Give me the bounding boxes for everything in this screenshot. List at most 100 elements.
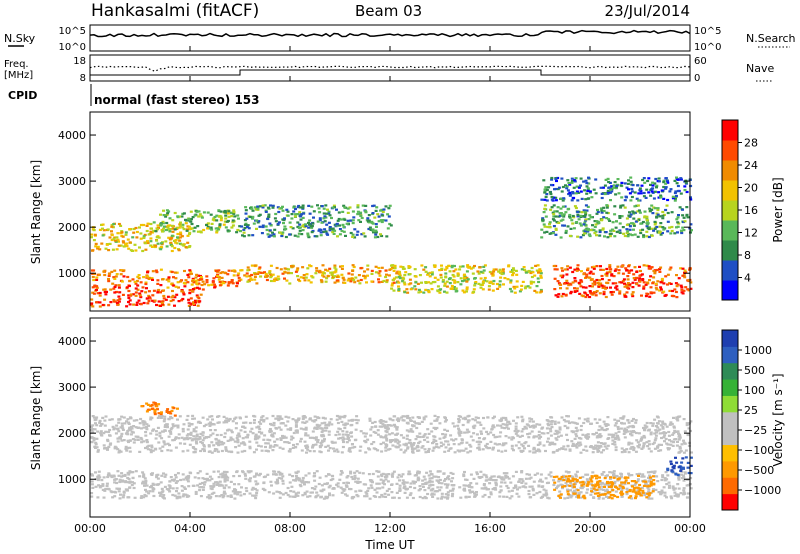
range-cell xyxy=(162,294,166,298)
range-cell xyxy=(324,475,328,478)
range-cell xyxy=(669,495,673,498)
range-cell xyxy=(555,220,559,224)
range-cell xyxy=(656,426,660,429)
range-cell xyxy=(155,239,159,242)
range-cell xyxy=(113,291,117,294)
range-cell xyxy=(357,274,361,277)
range-cell xyxy=(194,490,198,494)
range-cell xyxy=(128,439,132,442)
range-cell xyxy=(659,424,663,427)
range-cell xyxy=(167,276,171,279)
range-cell xyxy=(156,477,160,480)
range-cell xyxy=(636,235,640,238)
range-cell xyxy=(566,420,570,423)
range-cell xyxy=(429,489,433,492)
range-cell xyxy=(645,215,649,218)
range-cell xyxy=(120,424,124,427)
range-cell xyxy=(574,475,578,478)
range-cell xyxy=(402,486,406,490)
range-cell xyxy=(115,487,119,490)
range-cell xyxy=(319,427,323,430)
range-cell xyxy=(487,285,491,288)
range-cell xyxy=(550,198,554,201)
range-cell xyxy=(465,290,468,293)
range-cell xyxy=(645,292,649,295)
range-cell xyxy=(665,496,668,499)
range-cell xyxy=(176,480,179,483)
range-cell xyxy=(254,433,258,436)
range-cell xyxy=(90,304,93,307)
range-cell xyxy=(230,279,234,282)
range-cell xyxy=(505,484,509,488)
range-cell xyxy=(669,423,673,426)
range-cell xyxy=(233,417,237,420)
range-cell xyxy=(151,482,155,485)
range-cell xyxy=(629,433,632,436)
range-cell xyxy=(212,482,216,485)
range-cell xyxy=(620,495,624,498)
range-cell xyxy=(484,479,488,482)
range-cell xyxy=(352,265,356,269)
range-cell xyxy=(232,212,236,215)
range-cell xyxy=(442,443,446,446)
range-cell xyxy=(612,474,615,477)
range-cell xyxy=(668,190,672,193)
range-cell xyxy=(145,224,149,227)
range-cell xyxy=(161,445,165,448)
range-cell xyxy=(167,303,171,306)
range-cell xyxy=(142,301,146,305)
range-cell xyxy=(610,274,614,277)
range-cell xyxy=(597,221,601,225)
range-cell xyxy=(112,223,116,226)
range-cell xyxy=(620,281,624,284)
range-cell xyxy=(669,266,673,269)
range-cell xyxy=(212,277,216,280)
range-cell xyxy=(589,476,592,480)
range-cell xyxy=(181,427,185,431)
range-cell xyxy=(464,418,468,421)
range-cell xyxy=(240,450,244,453)
range-cell xyxy=(606,189,610,192)
range-cell xyxy=(627,451,631,454)
range-cell xyxy=(549,208,553,211)
range-cell xyxy=(345,222,349,225)
range-cell xyxy=(212,491,216,494)
range-cell xyxy=(504,449,508,452)
range-cell xyxy=(313,235,317,238)
range-cell xyxy=(553,422,557,425)
range-cell xyxy=(130,483,134,487)
range-cell xyxy=(561,205,565,208)
range-cell xyxy=(292,490,296,493)
range-cell xyxy=(537,271,540,274)
range-cell xyxy=(549,475,553,478)
range-cell xyxy=(263,434,267,437)
range-cell xyxy=(274,481,278,484)
range-cell xyxy=(161,222,165,225)
range-cell xyxy=(463,273,466,276)
range-cell xyxy=(430,288,434,291)
range-cell xyxy=(397,288,401,291)
range-cell xyxy=(163,485,167,488)
range-cell xyxy=(195,273,199,276)
range-cell xyxy=(628,425,632,428)
range-cell xyxy=(232,274,236,277)
range-cell xyxy=(115,273,119,276)
range-cell xyxy=(150,227,153,230)
range-cell xyxy=(328,214,332,217)
range-cell xyxy=(296,470,300,473)
range-cell xyxy=(618,216,622,219)
range-cell xyxy=(355,493,359,497)
range-cell xyxy=(253,275,257,278)
range-cell xyxy=(566,189,570,192)
range-cell xyxy=(312,420,316,423)
range-cell xyxy=(345,485,349,488)
range-cell xyxy=(418,432,422,435)
range-cell xyxy=(142,473,146,476)
range-cell xyxy=(251,432,255,435)
range-cell xyxy=(652,197,656,200)
range-cell xyxy=(671,486,675,490)
range-cell xyxy=(157,300,161,303)
range-cell xyxy=(320,422,324,425)
range-cell xyxy=(331,475,335,478)
range-cell xyxy=(608,219,612,222)
